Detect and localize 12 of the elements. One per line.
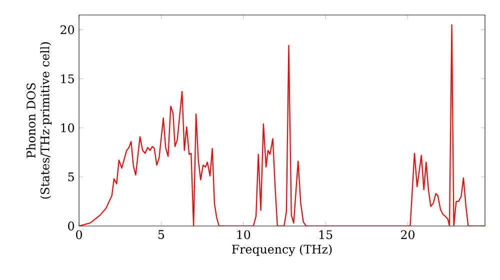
y-tick-label: 15 (61, 74, 74, 84)
x-tick-label: 10 (237, 230, 250, 240)
x-tick-label: 20 (401, 230, 414, 240)
x-tick-label: 15 (319, 230, 332, 240)
y-axis-title: Phonon DOS (States/THz·primitive cell) (26, 42, 52, 199)
x-tick-label: 0 (76, 230, 82, 240)
x-axis-title: Frequency (THz) (232, 244, 332, 256)
x-tick-label: 5 (158, 230, 164, 239)
y-tick-label: 20 (60, 25, 74, 34)
y-tick-label: 5 (68, 172, 74, 182)
y-tick-label: 0 (68, 222, 74, 230)
y-tick-label: 10 (61, 123, 74, 132)
